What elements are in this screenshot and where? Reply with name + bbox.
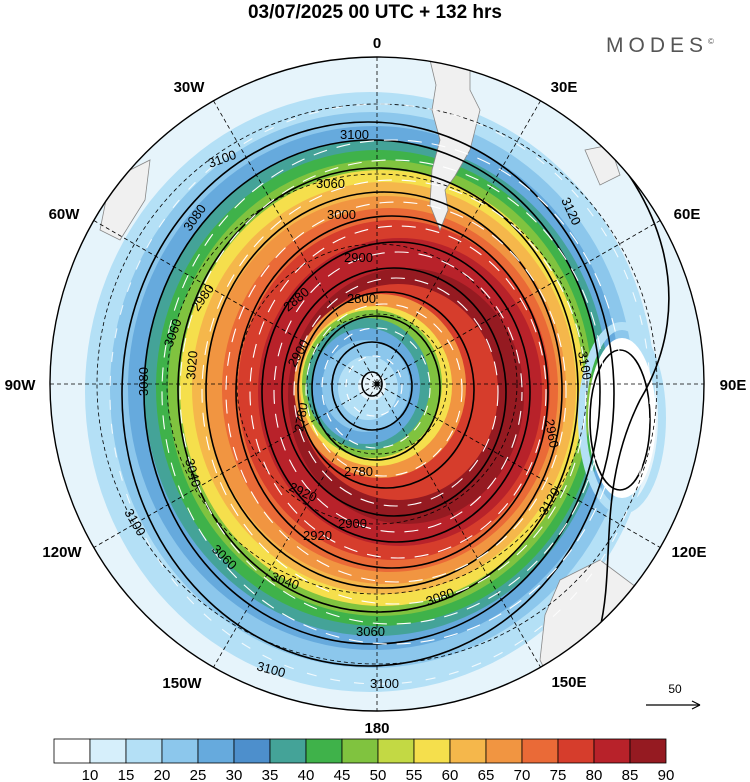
map-boundary <box>49 56 705 712</box>
contour-label: 3080 <box>136 367 151 396</box>
brand-text: MODES <box>606 34 709 57</box>
colorbar-tick-label: 20 <box>154 767 171 782</box>
lon-label-30w: 30W <box>174 79 206 96</box>
colorbar-swatch <box>629 738 667 764</box>
colorbar-tick-label: 10 <box>82 767 99 782</box>
colorbar-swatch <box>233 738 271 764</box>
lon-label-150w: 150W <box>162 675 202 692</box>
contour-label: 3000 <box>327 207 356 222</box>
lon-label-0: 0 <box>373 35 381 52</box>
colorbar-tick-label: 25 <box>190 767 207 782</box>
colorbar-tick-label: 70 <box>514 767 531 782</box>
contour-label: 2780 <box>291 401 311 432</box>
lon-label-60e: 60E <box>674 206 701 223</box>
lon-label-150e: 150E <box>551 674 586 691</box>
contour-label: 2960 <box>542 418 562 449</box>
contour-label: 3100 <box>340 127 369 142</box>
colorbar-swatch <box>413 738 451 764</box>
lon-label-60w: 60W <box>49 206 81 223</box>
colorbar-tick-label: 75 <box>550 767 567 782</box>
contour-label: 2920 <box>303 528 332 543</box>
contour-label: 3100 <box>575 350 595 381</box>
colorbar-tick-label: 85 <box>622 767 639 782</box>
contour-label: 3060 <box>316 176 345 191</box>
copyright-mark: © <box>708 37 714 46</box>
colorbar-tick-label: 50 <box>370 767 387 782</box>
colorbar-swatch <box>53 738 91 764</box>
colorbar-swatch <box>125 738 163 764</box>
colorbar-tick-label: 40 <box>298 767 315 782</box>
colorbar-swatch <box>269 738 307 764</box>
colorbar-swatch <box>377 738 415 764</box>
reference-vector: 50 <box>646 682 701 710</box>
contour-label: 3060 <box>356 624 385 639</box>
reference-vector-label: 50 <box>668 682 682 696</box>
colorbar: 10 15 20 25 30 35 40 45 50 55 60 65 70 75 80 85 90 <box>53 738 675 782</box>
colorbar-swatch <box>341 738 379 764</box>
contour-label: 2780 <box>344 464 373 479</box>
colorbar-swatch <box>197 738 235 764</box>
contour-label: 2900 <box>338 516 367 531</box>
lon-label-90w: 90W <box>5 377 37 394</box>
longitude-labels: 0 30E 60E 90E 120E 150E 180 150W 120W 90… <box>5 35 747 737</box>
south-pole-marker <box>374 381 380 387</box>
wind-vectors <box>109 103 651 685</box>
colorbar-swatch <box>593 738 631 764</box>
colorbar-tick-label: 80 <box>586 767 603 782</box>
map-title: 03/07/2025 00 UTC + 132 hrs <box>247 2 503 23</box>
colorbar-tick-label: 65 <box>478 767 495 782</box>
colorbar-swatch <box>521 738 559 764</box>
contour-label: 3040 <box>182 457 204 489</box>
colorbar-tick-label: 35 <box>262 767 279 782</box>
lon-label-90e: 90E <box>720 377 747 394</box>
colorbar-tick-label: 45 <box>334 767 351 782</box>
colorbar-tick-label: 60 <box>442 767 459 782</box>
lon-label-120e: 120E <box>671 544 706 561</box>
colorbar-swatch <box>485 738 523 764</box>
colorbar-tick-label: 55 <box>406 767 423 782</box>
contour-label: 2800 <box>347 291 376 306</box>
brand-logo: MODES© <box>606 34 714 58</box>
contour-label: 3100 <box>255 658 287 680</box>
contour-label: 2900 <box>344 250 373 265</box>
colorbar-swatch <box>557 738 595 764</box>
lon-label-120w: 120W <box>42 544 82 561</box>
colorbar-swatch <box>449 738 487 764</box>
colorbar-tick-label: 90 <box>658 767 675 782</box>
colorbar-swatch <box>161 738 199 764</box>
lon-label-30e: 30E <box>551 79 578 96</box>
colorbar-swatch <box>305 738 343 764</box>
colorbar-tick-label: 15 <box>118 767 135 782</box>
contour-label: 3020 <box>183 350 200 380</box>
colorbar-swatch <box>89 738 127 764</box>
colorbar-tick-label: 30 <box>226 767 243 782</box>
height-contours <box>121 119 670 701</box>
contour-label: 3100 <box>370 676 399 691</box>
lon-label-180: 180 <box>364 720 389 737</box>
